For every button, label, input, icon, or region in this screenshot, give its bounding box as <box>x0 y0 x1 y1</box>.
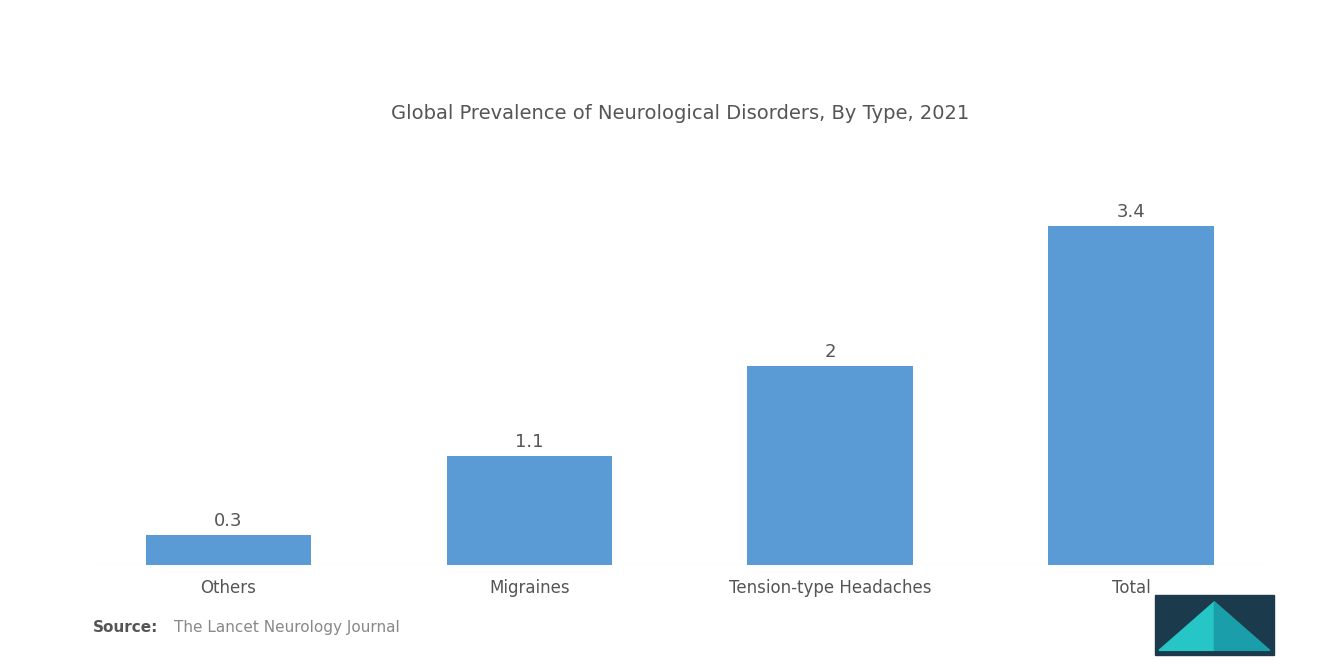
Polygon shape <box>1159 602 1214 650</box>
Text: Source:: Source: <box>92 620 158 635</box>
Text: 3.4: 3.4 <box>1117 203 1146 221</box>
Text: 2: 2 <box>825 342 836 360</box>
Bar <box>1048 226 1214 565</box>
Polygon shape <box>1214 602 1270 650</box>
Bar <box>446 456 612 565</box>
Text: 1.1: 1.1 <box>515 432 544 451</box>
Bar <box>747 366 913 565</box>
Text: The Lancet Neurology Journal: The Lancet Neurology Journal <box>174 620 400 635</box>
Bar <box>145 535 312 565</box>
Text: 0.3: 0.3 <box>214 512 243 531</box>
Title: Global Prevalence of Neurological Disorders, By Type, 2021: Global Prevalence of Neurological Disord… <box>391 104 969 122</box>
